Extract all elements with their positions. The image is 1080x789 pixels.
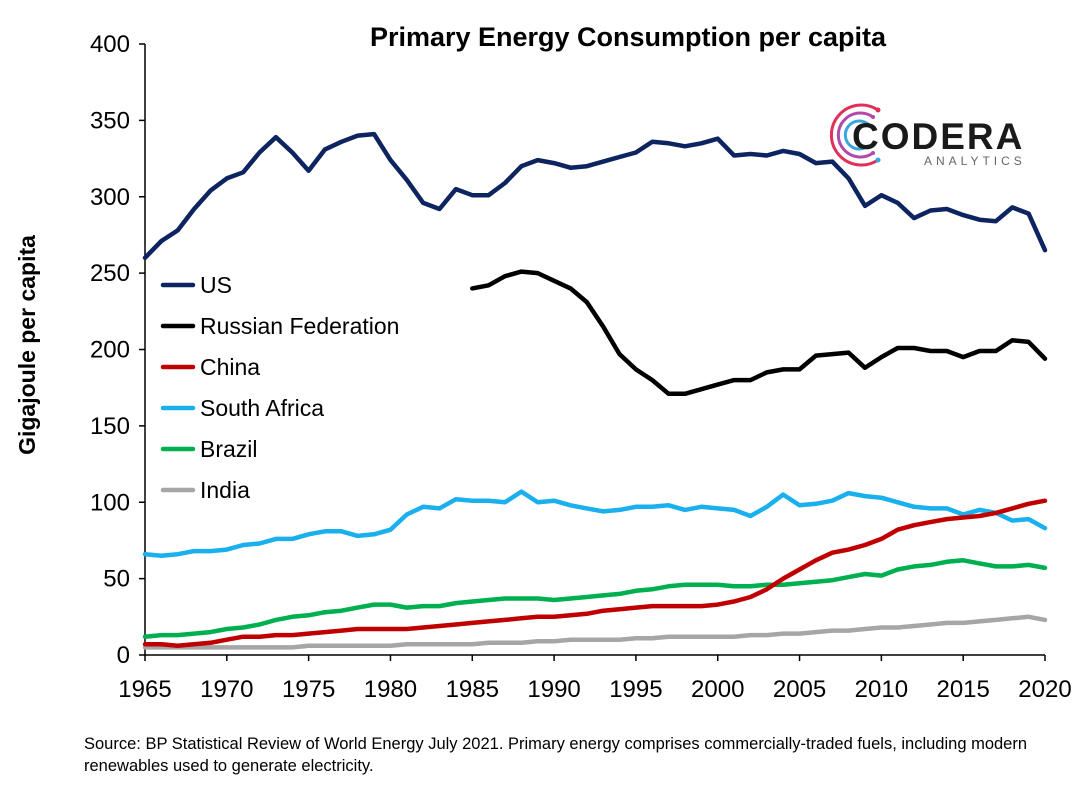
series-line-south-africa <box>142 489 1048 558</box>
y-tick-label: 250 <box>90 260 130 287</box>
x-tick-label: 1985 <box>446 676 499 703</box>
x-tick-label: 2020 <box>1018 676 1071 703</box>
series-line-china <box>142 498 1048 649</box>
legend-label-india: India <box>200 477 250 503</box>
x-tick-label: 1975 <box>282 676 335 703</box>
y-tick-label: 300 <box>90 184 130 211</box>
y-tick-label: 100 <box>90 489 130 516</box>
legend-label-china: China <box>200 354 260 380</box>
x-tick-label: 1980 <box>364 676 417 703</box>
x-tick-label: 2000 <box>691 676 744 703</box>
legend-label-brazil: Brazil <box>200 436 258 462</box>
series-line-brazil <box>142 558 1048 639</box>
x-tick-label: 1990 <box>527 676 580 703</box>
y-tick-label: 150 <box>90 413 130 440</box>
y-axis-label: Gigajoule per capita <box>14 235 40 455</box>
x-tick-label: 2015 <box>936 676 989 703</box>
circuit-c-icon <box>829 103 881 167</box>
y-tick-label: 0 <box>117 642 130 669</box>
series-line-us <box>142 131 1048 261</box>
logo-tagline: ANALYTICS <box>924 154 1026 168</box>
chart-title: Primary Energy Consumption per capita <box>370 22 887 52</box>
y-tick-label: 50 <box>103 566 130 593</box>
series-lines <box>142 131 1048 650</box>
source-note: Source: BP Statistical Review of World E… <box>84 735 1028 775</box>
x-tick-label: 1970 <box>200 676 253 703</box>
legend: US Russian Federation China South Africa Bra… <box>160 272 399 503</box>
x-tick-label: 1965 <box>118 676 171 703</box>
x-tick-label: 2010 <box>855 676 908 703</box>
legend-label-russian-federation: Russian Federation <box>200 313 399 339</box>
y-tick-label: 350 <box>90 107 130 134</box>
y-tick-label: 400 <box>90 31 130 58</box>
x-tick-labels: 1965 1970 1975 1980 1985 1990 1995 2000 2005 2010… <box>118 676 1071 703</box>
y-tick-labels: 0 50 100 150 200 250 300 350 400 <box>90 31 130 669</box>
codera-logo: CODERA ANALYTICS <box>829 103 1026 168</box>
legend-label-us: US <box>200 272 232 298</box>
x-tick-label: 2005 <box>773 676 826 703</box>
legend-label-south-africa: South Africa <box>200 395 324 421</box>
logo-wordmark: CODERA <box>852 116 1024 157</box>
y-tick-label: 200 <box>90 337 130 364</box>
series-line-india <box>142 614 1048 650</box>
series-line-russian-federation <box>470 269 1048 397</box>
x-tick-label: 1995 <box>609 676 662 703</box>
